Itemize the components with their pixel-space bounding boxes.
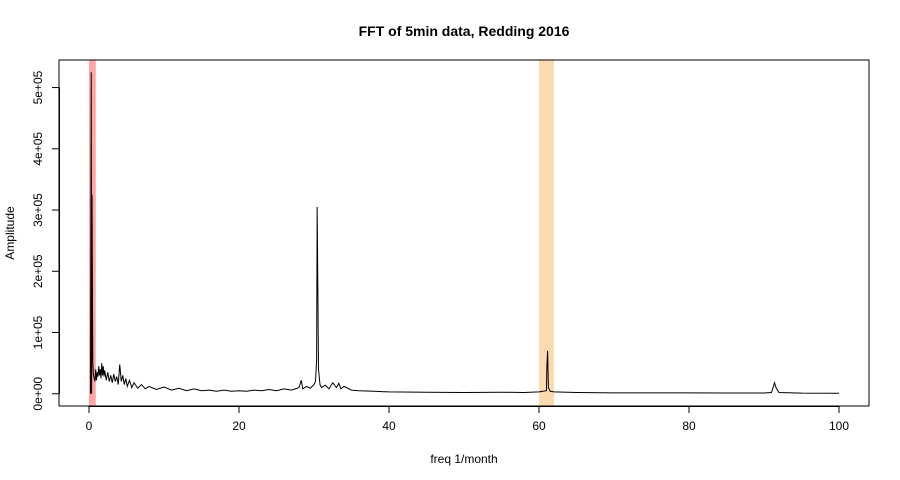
y-tick-label: 0e+00	[31, 377, 45, 411]
y-tick-label: 5e+05	[31, 70, 45, 104]
x-axis-label: freq 1/month	[430, 452, 497, 466]
y-axis: 0e+00 1e+05 2e+05 3e+05 4e+05 5e+05	[31, 70, 60, 411]
y-tick-label: 1e+05	[31, 315, 45, 349]
x-axis: 0 20 40 60 80 100	[86, 406, 849, 433]
y-tick-label: 2e+05	[31, 254, 45, 288]
chart-title: FFT of 5min data, Redding 2016	[359, 23, 570, 39]
series-line-0	[90, 72, 840, 394]
x-tick-label: 60	[532, 419, 546, 433]
x-tick-label: 0	[86, 419, 93, 433]
x-tick-label: 20	[232, 419, 246, 433]
highlight-band-1	[539, 60, 554, 406]
x-tick-label: 100	[829, 419, 849, 433]
y-tick-label: 3e+05	[31, 193, 45, 227]
x-tick-label: 80	[682, 419, 696, 433]
x-tick-label: 40	[382, 419, 396, 433]
y-tick-label: 4e+05	[31, 132, 45, 166]
y-axis-label: Amplitude	[3, 206, 17, 260]
series-layer	[90, 72, 840, 394]
